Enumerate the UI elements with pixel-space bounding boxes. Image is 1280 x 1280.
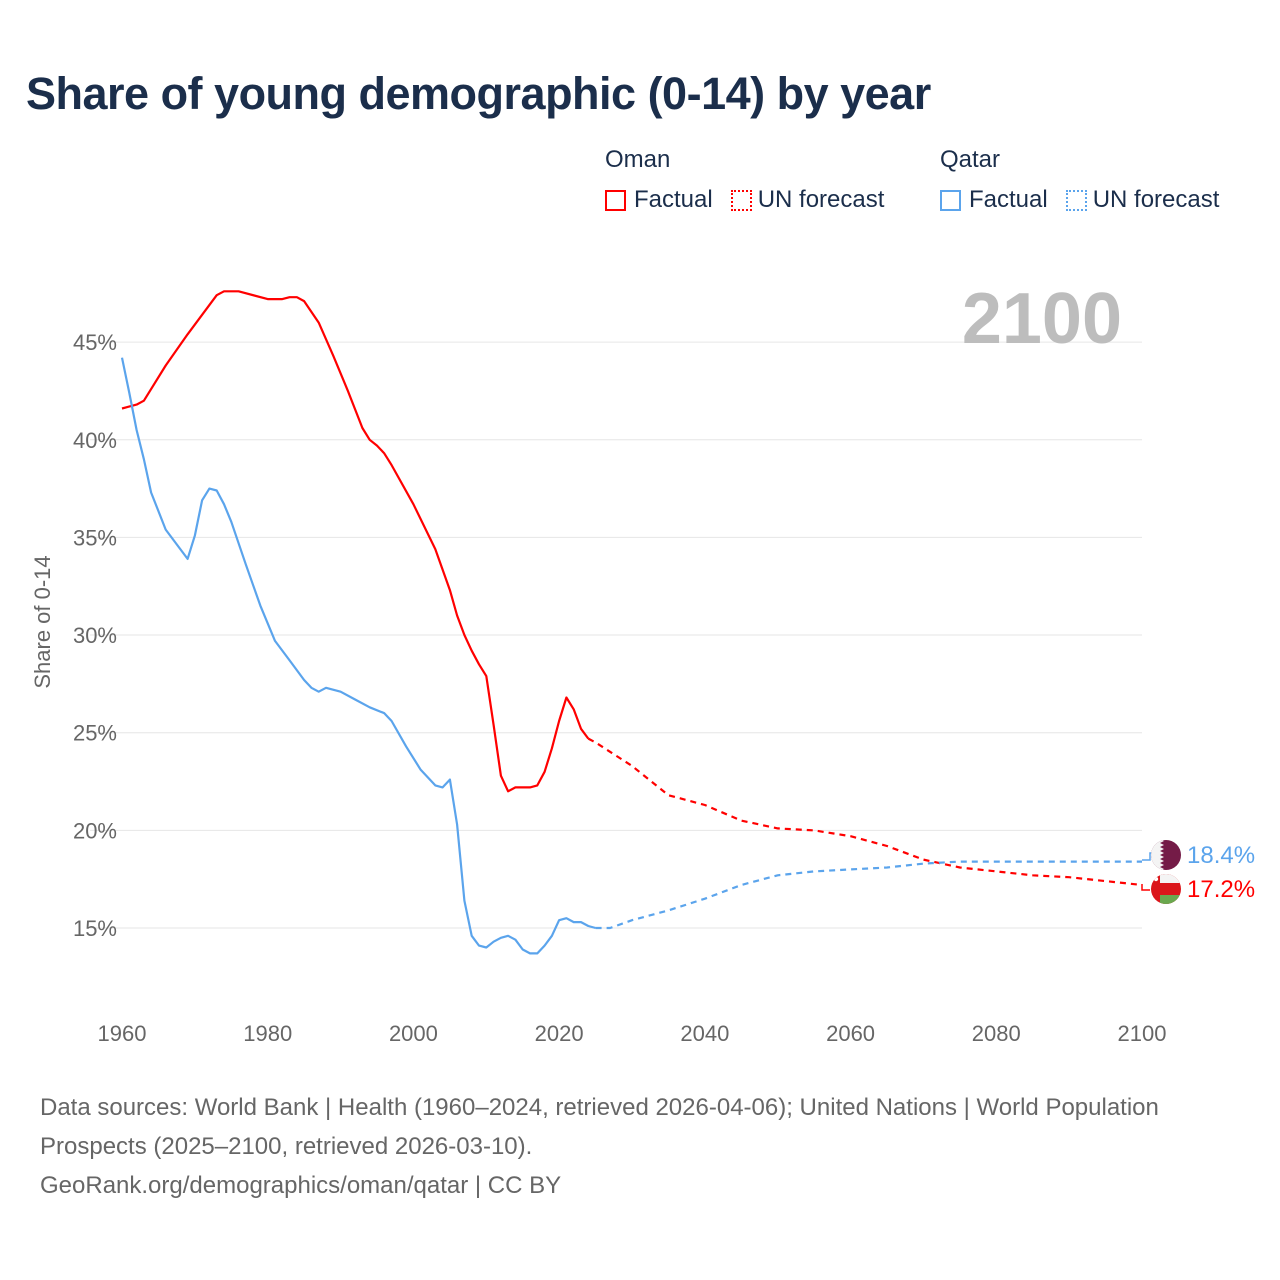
x-tick-label: 2040 xyxy=(680,1021,729,1046)
legend-group-qatar: Qatar xyxy=(940,146,1001,173)
legend-row-qatar: Factual UN forecast xyxy=(940,186,1237,214)
oman-end-value: 17.2% xyxy=(1187,876,1255,903)
source-link[interactable]: GeoRank.org/demographics/oman/qatar | CC… xyxy=(40,1172,562,1199)
x-tick-label: 2060 xyxy=(826,1021,875,1046)
y-tick-label: 15% xyxy=(73,916,117,941)
y-tick-label: 40% xyxy=(73,428,117,453)
series-line-oman-factual xyxy=(121,290,590,793)
x-tick-label: 2100 xyxy=(1118,1021,1167,1046)
legend-qatar-forecast[interactable]: UN forecast xyxy=(1065,186,1220,214)
y-tick-label: 35% xyxy=(73,525,117,550)
legend-qatar-factual[interactable]: Factual xyxy=(940,186,1048,214)
legend-oman-factual[interactable]: Factual xyxy=(605,186,713,214)
y-tick-label: 25% xyxy=(73,721,117,746)
qatar-end-value: 18.4% xyxy=(1187,842,1255,869)
legend-swatch-dotted-icon xyxy=(1065,189,1087,211)
series-line-qatar-factual xyxy=(120,357,596,955)
y-tick-label: 30% xyxy=(73,623,117,648)
legend-group-oman: Oman xyxy=(605,146,671,173)
legend-swatch-solid-icon xyxy=(605,189,626,211)
legend-label: UN forecast xyxy=(1092,186,1220,213)
legend-label: Factual xyxy=(969,186,1048,213)
legend-row-oman: Factual UN forecast xyxy=(605,186,902,214)
qatar-flag-icon xyxy=(1151,840,1181,870)
legend-label: Factual xyxy=(634,186,713,213)
footer: Data sources: World Bank | Health (1960–… xyxy=(40,1088,1220,1205)
legend-swatch-dotted-icon xyxy=(730,189,752,211)
legend-label: UN forecast xyxy=(757,186,885,213)
y-axis-label: Share of 0-14 xyxy=(30,555,55,688)
x-tick-label: 1980 xyxy=(243,1021,292,1046)
x-tick-label: 1960 xyxy=(98,1021,147,1046)
series-line-qatar-un-forecast xyxy=(595,860,1142,930)
chart-title: Share of young demographic (0-14) by yea… xyxy=(26,68,931,119)
year-watermark: 2100 xyxy=(961,279,1122,359)
legend-swatch-solid-icon xyxy=(940,189,961,211)
oman-flag-icon xyxy=(1151,874,1181,904)
y-tick-label: 45% xyxy=(73,330,117,355)
data-sources: Data sources: World Bank | Health (1960–… xyxy=(40,1094,1159,1160)
legend-oman-forecast[interactable]: UN forecast xyxy=(730,186,885,214)
series-line-oman-un-forecast xyxy=(587,737,1143,887)
x-tick-label: 2020 xyxy=(535,1021,584,1046)
x-tick-label: 2000 xyxy=(389,1021,438,1046)
x-tick-label: 2080 xyxy=(972,1021,1021,1046)
oman-label-connector xyxy=(1141,884,1150,891)
y-tick-label: 20% xyxy=(73,818,117,843)
